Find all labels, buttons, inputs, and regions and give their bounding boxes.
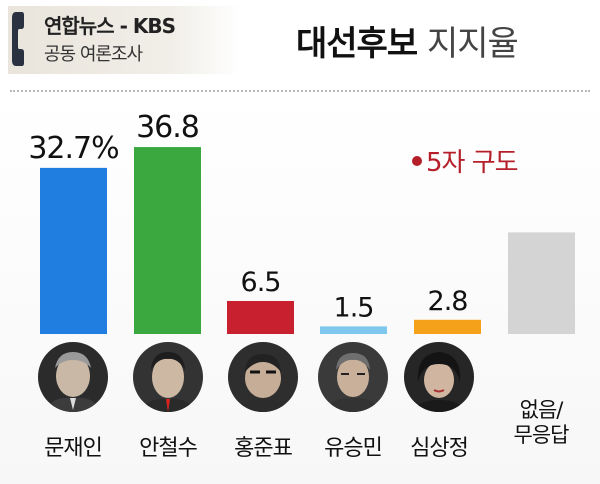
chart-title-light: 지지율: [426, 24, 519, 64]
avatar-hong: [228, 342, 298, 412]
bar-value-label: 32.7%: [28, 131, 118, 166]
bar-안철수: [134, 147, 201, 334]
chart-title: 대선후보 지지율: [296, 16, 519, 65]
bar-value-label: 1.5: [334, 292, 374, 323]
candidate-name: 문재인: [44, 436, 103, 461]
avatar-moon: [38, 342, 108, 412]
portrait-moon-icon: [38, 342, 108, 412]
candidate-name: 유승민: [324, 436, 383, 461]
source-line2: 공동 여론조사: [44, 44, 143, 65]
no-answer-line1: 없음/: [519, 398, 564, 422]
bar-없음/무응답: [508, 232, 575, 334]
candidate-name: 심상정: [410, 436, 469, 461]
avatar-yoo: [318, 342, 388, 412]
no-answer-label: 없음/ 무응답: [491, 398, 591, 448]
bar-유승민: [320, 326, 387, 334]
bar-심상정: [414, 319, 481, 334]
phone-icon: [12, 12, 24, 66]
candidate-name: 안철수: [139, 436, 198, 461]
header: 연합뉴스 - KBS 공동 여론조사 대선후보 지지율: [0, 0, 600, 88]
portrait-yoo-icon: [318, 342, 388, 412]
portrait-ahn-icon: [133, 342, 203, 412]
candidate-name: 홍준표: [234, 436, 293, 461]
source-line1: 연합뉴스 - KBS: [44, 14, 176, 38]
portrait-sim-icon: [404, 342, 474, 412]
no-answer-line2: 무응답: [513, 423, 570, 447]
chart-title-bold: 대선후보: [296, 24, 418, 64]
annotation: 5자 구도: [412, 142, 519, 179]
bar-value-label: 36.8: [136, 110, 199, 145]
bullet-dot-icon: [412, 155, 422, 166]
avatar-sim: [404, 342, 474, 412]
header-divider: [10, 90, 590, 92]
bar-문재인: [40, 167, 107, 334]
portrait-hong-icon: [228, 342, 298, 412]
avatar-ahn: [133, 342, 203, 412]
source-box: [8, 6, 240, 74]
bar-value-label: 6.5: [241, 267, 281, 298]
annotation-text: 5자 구도: [426, 148, 519, 178]
bar-value-label: 2.8: [428, 286, 468, 317]
bar-홍준표: [227, 300, 294, 334]
